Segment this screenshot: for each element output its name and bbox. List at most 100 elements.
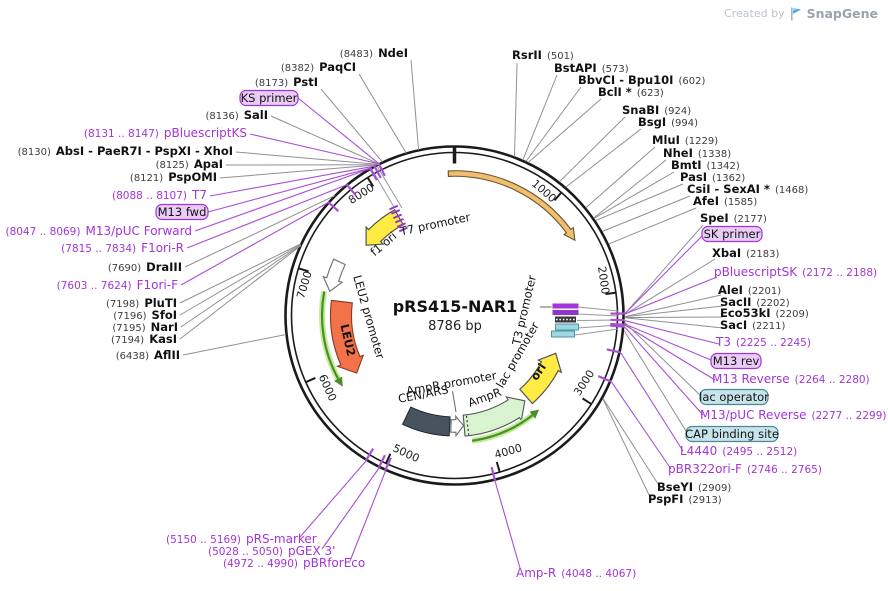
callout-label-f1ori-r[interactable]: (7815 .. 7834) F1ori-R	[61, 241, 184, 255]
callout-box-lac-operator[interactable]	[699, 388, 769, 406]
callout-label-sk-primer[interactable]: SK primer	[704, 227, 761, 241]
callout-label-lac-operator[interactable]: lac operator	[699, 390, 769, 404]
callout-label-alei[interactable]: AleI (2201)	[718, 283, 781, 297]
callout-label-ndei[interactable]: (8483) NdeI	[340, 46, 408, 60]
callout-label-aflii[interactable]: (6438) AflII	[116, 348, 180, 362]
feature-ampr[interactable]	[462, 396, 526, 437]
callout-label-bstapi[interactable]: BstAPI (573)	[554, 61, 629, 75]
callout-label-snabi[interactable]: SnaBI (924)	[622, 103, 691, 117]
primer-site-tick	[373, 165, 382, 179]
callout-label-paqci[interactable]: (8382) PaqCI	[281, 60, 356, 74]
feature-lac-promoter-bar[interactable]	[552, 310, 579, 315]
callout-label-psti[interactable]: (8173) PstI	[255, 75, 318, 89]
callout-box-m13-rev[interactable]	[710, 352, 762, 370]
feature-ori[interactable]	[518, 352, 563, 405]
callout-label-saci[interactable]: SacI (2211)	[720, 318, 785, 332]
feature-leu2-promoter[interactable]	[322, 258, 346, 293]
callout-label-mlui[interactable]: MluI (1229)	[652, 133, 718, 147]
callout-label-pspomi[interactable]: (8121) PspOMI	[130, 170, 217, 184]
callout-label-sacii[interactable]: SacII (2202)	[720, 295, 790, 309]
feature-cap-binding-site-bar[interactable]	[551, 330, 575, 338]
callout-rsrii: RsrII (501)	[512, 48, 574, 157]
callout-label-absgroup[interactable]: (8130) AbsI - PaeR7I - PspXI - XhoI	[18, 144, 233, 158]
callout-label-cap-binding-site[interactable]: CAP binding site	[685, 427, 779, 441]
feature-lac-operator-bar[interactable]	[555, 323, 579, 331]
callout-box-cap-binding-site[interactable]	[685, 425, 779, 443]
ampr-orf-arrow	[471, 414, 534, 442]
callout-m13-fwd: M13 fwd	[155, 167, 372, 221]
feature-ampr-promoter[interactable]	[450, 414, 465, 438]
callout-label-bbvci[interactable]: BbvCI - Bpu10I (602)	[578, 73, 705, 87]
callout-pasi: PasI (1362)	[595, 170, 745, 222]
callout-label-apai[interactable]: (8125) ApaI	[156, 157, 223, 171]
callout-label-pasi[interactable]: PasI (1362)	[680, 170, 745, 184]
callout-label-pgex-3[interactable]: (5028 .. 5050) pGEX 3'	[208, 544, 335, 558]
callout-nari: (7195) NarI	[112, 244, 302, 334]
callout-label-bsgi[interactable]: BsgI (994)	[638, 115, 698, 129]
callout-line-bstapi	[522, 74, 558, 161]
feature-nar1-arc[interactable]	[447, 170, 576, 242]
callout-cap-binding-site: CAP binding site	[623, 330, 779, 443]
callout-label-m13-reverse[interactable]: M13 Reverse (2264 .. 2280)	[712, 372, 870, 386]
callout-label-m13-rev[interactable]: M13 rev	[713, 354, 760, 368]
callout-label-m13-fwd[interactable]: M13 fwd	[158, 205, 207, 219]
primer-site-tick	[377, 454, 386, 469]
callout-label-afei[interactable]: AfeI (1585)	[693, 194, 757, 208]
callout-label-kasi[interactable]: (7194) KasI	[111, 332, 177, 346]
callout-line-t3	[624, 320, 720, 345]
primer-site-tick	[384, 457, 392, 472]
callout-label-eco53ki[interactable]: Eco53kI (2209)	[720, 306, 809, 320]
callout-line-rsrii	[514, 62, 518, 157]
feature-connector-line	[376, 165, 403, 209]
callout-box-sk-primer[interactable]	[701, 225, 763, 243]
callout-label-l4440[interactable]: L4440 (2495 .. 2512)	[680, 444, 797, 458]
feature-leu2[interactable]	[329, 299, 365, 374]
callout-label-prs-marker[interactable]: (5150 .. 5169) pRS-marker	[166, 532, 317, 546]
callout-label-bcli[interactable]: BclI * (623)	[598, 85, 664, 99]
plasmid-size: 8786 bp	[428, 319, 482, 334]
callout-label-nari[interactable]: (7195) NarI	[112, 320, 178, 334]
callout-line-ks-primer	[297, 97, 380, 165]
callout-label-bmti[interactable]: BmtI (1342)	[671, 158, 740, 172]
callout-label-pluti[interactable]: (7198) PluTI	[106, 296, 177, 310]
callout-label-sali[interactable]: (8136) SalI	[205, 108, 268, 122]
callout-t7: (8088 .. 8107) T7	[112, 165, 375, 202]
feature-cen-ars[interactable]	[401, 406, 451, 437]
callout-label-xbai[interactable]: XbaI (2183)	[712, 246, 779, 260]
callout-label-csii[interactable]: CsiI - SexAI * (1468)	[687, 182, 808, 196]
feature-t7-promoter[interactable]	[389, 204, 408, 233]
feature-mcs-bar[interactable]	[555, 316, 576, 323]
callout-eco53ki: Eco53kI (2209)	[625, 306, 809, 320]
credit-brand: SnapGene	[806, 6, 878, 21]
callout-label-bseyi[interactable]: BseYI (2909)	[657, 480, 731, 494]
callout-label-m13puc-forward[interactable]: (8047 .. 8069) M13/pUC Forward	[5, 224, 192, 238]
callout-label-pbluescriptsk[interactable]: pBluescriptSK (2172 .. 2188)	[714, 265, 877, 279]
callout-line-pgex-3	[321, 467, 380, 550]
callout-bsgi: BsgI (994)	[565, 115, 698, 188]
callout-label-t3[interactable]: T3 (2225 .. 2245)	[715, 335, 811, 349]
callout-label-pbr322ori-f[interactable]: pBR322ori-F (2746 .. 2765)	[668, 462, 822, 476]
tick-mark	[581, 397, 592, 405]
callout-box-m13-fwd[interactable]	[155, 203, 209, 221]
callout-label-nhei[interactable]: NheI (1338)	[663, 146, 731, 160]
callout-label-spei[interactable]: SpeI (2177)	[700, 211, 767, 225]
callout-label-rsrii[interactable]: RsrII (501)	[512, 48, 574, 62]
feature-t3-promoter-bar[interactable]	[552, 303, 579, 309]
callout-label-amp-r[interactable]: Amp-R (4048 .. 4067)	[516, 566, 636, 580]
callout-label-f1ori-f[interactable]: (7603 .. 7624) F1ori-F	[57, 278, 178, 292]
callout-label-ks-primer[interactable]: KS primer	[241, 91, 298, 105]
callout-label-t7[interactable]: (8088 .. 8107) T7	[112, 188, 207, 202]
callout-label-pspfi[interactable]: PspFI (2913)	[648, 492, 722, 506]
callout-box-ks-primer[interactable]	[239, 89, 299, 107]
callout-line-pbrforeco	[349, 470, 387, 562]
callout-line-prs-marker	[299, 460, 367, 538]
callout-kasi: (7194) KasI	[111, 245, 302, 346]
callout-label-draiii[interactable]: (7690) DraIII	[108, 260, 182, 274]
callout-line-alei	[625, 294, 722, 318]
callout-label-m13puc-reverse[interactable]: M13/pUC Reverse (2277 .. 2299)	[700, 408, 887, 422]
callout-label-pbluescriptks[interactable]: (8131 .. 8147) pBluescriptKS	[84, 126, 247, 140]
callout-label-pbrforeco[interactable]: (4972 .. 4990) pBRforEco	[223, 556, 365, 570]
callout-label-sfoi[interactable]: (7196) SfoI	[113, 308, 177, 322]
